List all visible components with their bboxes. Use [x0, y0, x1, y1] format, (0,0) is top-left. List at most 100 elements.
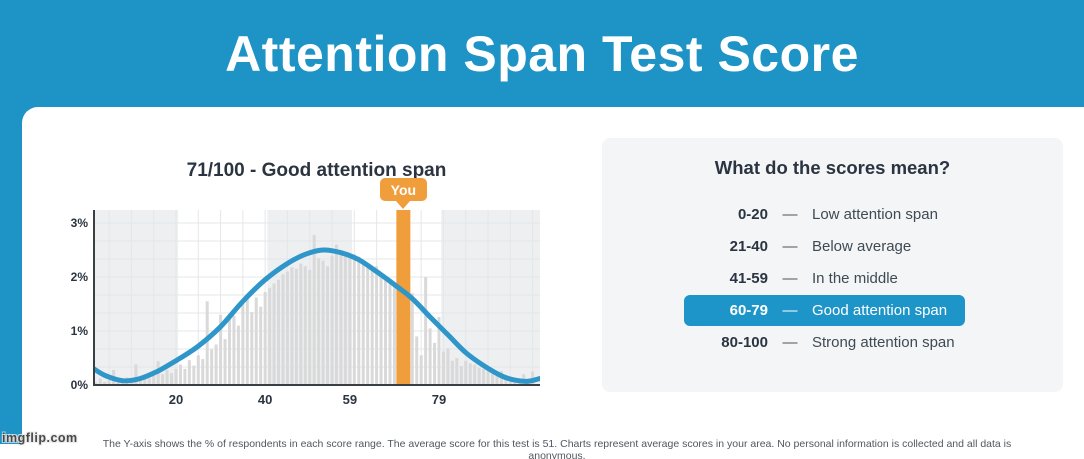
x-axis-tick: 59 — [342, 392, 358, 407]
histogram-bar — [277, 279, 281, 385]
histogram-bar — [379, 274, 383, 385]
histogram-bar — [254, 297, 258, 385]
legend-description: Low attention span — [812, 205, 938, 223]
histogram-bar — [201, 359, 205, 385]
legend-dash: — — [782, 205, 798, 223]
legend-dash: — — [782, 333, 798, 351]
legend-title: What do the scores mean? — [714, 157, 951, 178]
histogram-bar — [205, 301, 209, 385]
histogram-bar — [317, 258, 321, 385]
legend-row-60-79: 60-79 — Good attention span — [602, 294, 1063, 326]
histogram-bar — [236, 325, 240, 385]
histogram-bar — [232, 315, 236, 385]
histogram-bar — [241, 302, 245, 385]
histogram-bar — [290, 267, 294, 385]
histogram-bar — [219, 314, 223, 385]
histogram-bar — [103, 381, 107, 385]
histogram-bar — [214, 344, 218, 385]
chart-title: 71/100 - Good attention span — [186, 159, 447, 181]
histogram-bar — [223, 339, 227, 385]
legend-dash: — — [782, 301, 798, 319]
histogram-bar — [308, 269, 312, 385]
histogram-bar — [388, 281, 392, 385]
histogram-bar — [441, 351, 445, 385]
histogram-bar — [263, 292, 267, 385]
histogram-bar — [272, 283, 276, 385]
histogram-bar — [192, 365, 196, 385]
histogram-bar — [424, 277, 428, 385]
legend-row-content: 80-100 — Strong attention span — [698, 327, 954, 358]
histogram-bar — [285, 271, 289, 385]
histogram-bar — [410, 293, 414, 385]
histogram-bar — [245, 298, 249, 385]
distribution-plot-svg — [93, 210, 540, 386]
histogram-bar — [210, 349, 214, 385]
score-band — [441, 210, 540, 385]
histogram-bar — [161, 374, 165, 385]
histogram-bar — [312, 234, 316, 385]
histogram-bar — [138, 378, 142, 385]
footnote: The Y-axis shows the % of respondents in… — [102, 437, 1012, 459]
histogram-bar — [459, 366, 463, 385]
histogram-bar — [348, 258, 352, 385]
x-axis-tick: 40 — [257, 392, 273, 407]
watermark: imgflip.com — [2, 431, 78, 445]
histogram-bar — [326, 266, 330, 385]
histogram-bar — [143, 375, 147, 385]
histogram-bar — [339, 252, 343, 385]
histogram-bar — [281, 274, 285, 385]
histogram-bar — [370, 268, 374, 385]
header-banner: Attention Span Test Score — [0, 0, 1084, 107]
legend-range: 21-40 — [729, 237, 768, 255]
histogram-bar — [437, 316, 441, 385]
histogram-bar — [384, 277, 388, 385]
histogram-bar — [477, 367, 481, 385]
histogram-bar — [491, 373, 495, 385]
y-axis-tick: 0% — [70, 378, 88, 392]
histogram-bar — [294, 268, 298, 385]
histogram-bar — [366, 263, 370, 385]
legend-range: 60-79 — [729, 301, 768, 319]
histogram-bar — [464, 360, 468, 385]
histogram-bar — [94, 382, 98, 385]
y-axis-tick: 1% — [70, 324, 88, 338]
histogram-bar — [321, 260, 325, 385]
histogram-bar — [152, 371, 156, 385]
histogram-bar — [183, 368, 187, 385]
histogram-bar — [508, 378, 512, 385]
legend-range: 80-100 — [721, 333, 768, 351]
legend-row-0-20: 0-20 — Low attention span — [602, 198, 1063, 230]
histogram-bar — [455, 358, 459, 385]
legend-row-80-100: 80-100 — Strong attention span — [602, 326, 1063, 358]
histogram-bar — [428, 328, 432, 385]
distribution-curve — [93, 247, 540, 384]
histogram-bar — [227, 317, 231, 385]
histogram-bar — [196, 355, 200, 385]
score-band — [178, 210, 268, 385]
histogram-bar — [268, 287, 272, 385]
histogram-bar — [121, 381, 125, 385]
legend-dash: — — [782, 269, 798, 287]
histogram-bar — [250, 312, 254, 385]
score-band — [93, 210, 179, 385]
histogram-bar — [419, 355, 423, 385]
x-axis-tick: 79 — [431, 392, 447, 407]
legend-range: 41-59 — [729, 269, 768, 287]
legend-range: 0-20 — [737, 205, 768, 223]
histogram-bar — [174, 368, 178, 385]
distribution-plot — [93, 210, 540, 386]
histogram-bar — [375, 266, 379, 385]
histogram-bar — [392, 283, 396, 385]
page-title: Attention Span Test Score — [225, 25, 859, 82]
histogram-bar — [352, 254, 356, 385]
legend-row-21-40: 21-40 — Below average — [602, 230, 1063, 262]
histogram-bar — [433, 342, 437, 385]
histogram-bar — [147, 378, 151, 385]
histogram-bar — [98, 378, 102, 385]
histogram-bar — [330, 255, 334, 385]
histogram-bar — [468, 363, 472, 385]
histogram-bar — [343, 255, 347, 385]
legend-description: In the middle — [812, 269, 898, 287]
histogram-bar — [415, 336, 419, 385]
